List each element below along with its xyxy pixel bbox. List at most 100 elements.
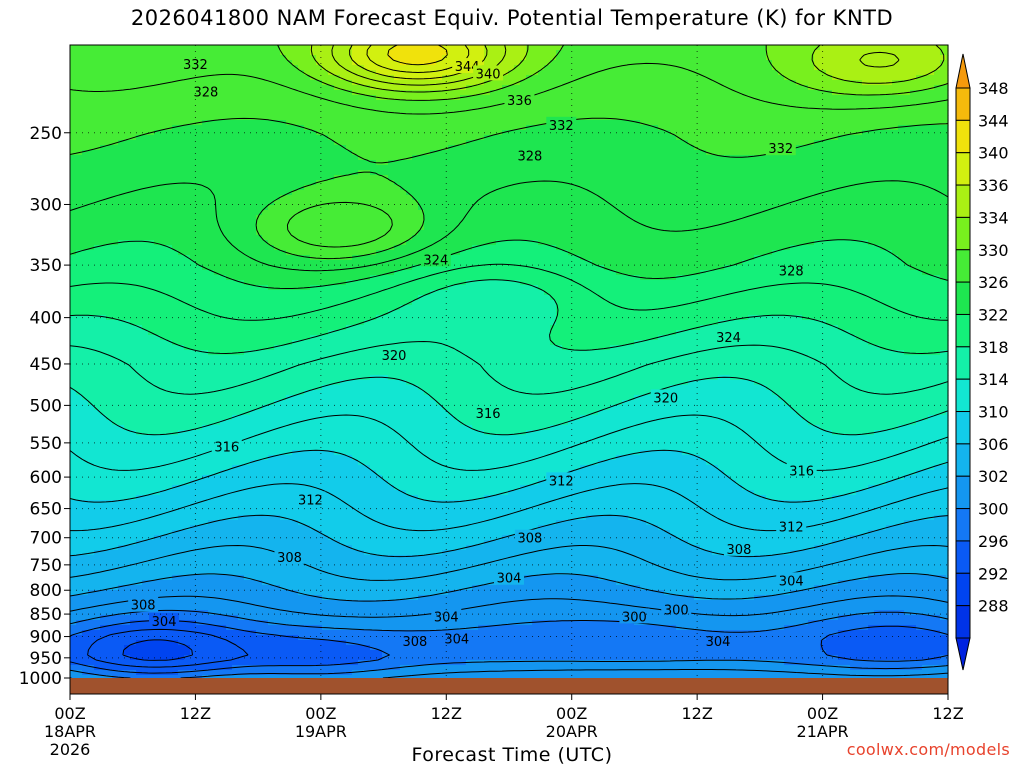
field-cell — [778, 185, 785, 191]
field-cell — [640, 135, 647, 141]
field-cell — [88, 190, 95, 196]
field-cell — [568, 190, 575, 196]
field-cell — [772, 80, 779, 86]
field-cell — [922, 125, 929, 131]
field-cell — [274, 125, 281, 131]
field-cell — [382, 70, 389, 76]
field-cell — [436, 165, 443, 171]
field-cell — [712, 115, 719, 121]
field-cell — [418, 55, 425, 61]
field-cell — [202, 140, 209, 146]
field-cell — [868, 185, 875, 191]
field-cell — [286, 155, 293, 161]
field-cell — [766, 170, 773, 176]
field-cell — [862, 210, 869, 216]
field-cell — [874, 175, 881, 181]
field-cell — [286, 105, 293, 111]
field-cell — [760, 90, 767, 96]
field-cell — [724, 80, 731, 86]
field-cell — [892, 135, 899, 141]
field-cell — [724, 170, 731, 176]
field-cell — [478, 150, 485, 156]
field-cell — [244, 55, 251, 61]
field-cell — [214, 155, 221, 161]
field-cell — [190, 175, 197, 181]
field-cell — [946, 115, 949, 121]
field-cell — [838, 115, 845, 121]
field-cell — [118, 175, 125, 181]
field-cell — [790, 165, 797, 171]
field-cell — [226, 190, 233, 196]
field-cell — [904, 70, 911, 76]
field-cell — [622, 145, 629, 151]
field-cell — [448, 135, 455, 141]
field-cell — [340, 185, 347, 191]
field-cell — [682, 100, 689, 106]
field-cell — [436, 70, 443, 76]
field-cell — [148, 70, 155, 76]
field-cell — [886, 145, 893, 151]
field-cell — [460, 200, 467, 206]
field-cell — [88, 170, 95, 176]
field-cell — [616, 105, 623, 111]
field-cell — [718, 155, 725, 161]
field-cell — [916, 175, 923, 181]
field-cell — [556, 65, 563, 71]
field-cell — [676, 60, 683, 66]
field-cell — [262, 130, 269, 136]
field-cell — [226, 165, 233, 171]
field-cell — [76, 90, 83, 96]
field-cell — [226, 75, 233, 81]
field-cell — [826, 170, 833, 176]
field-cell — [844, 180, 851, 186]
field-cell — [424, 190, 431, 196]
field-cell — [538, 125, 545, 131]
field-cell — [910, 190, 917, 196]
field-cell — [244, 200, 251, 206]
field-cell — [268, 85, 275, 91]
field-cell — [700, 125, 707, 131]
field-cell — [730, 110, 737, 116]
field-cell — [214, 125, 221, 131]
field-cell — [178, 210, 185, 216]
field-cell — [544, 85, 551, 91]
field-cell — [226, 100, 233, 106]
field-cell — [352, 160, 359, 166]
field-cell — [496, 210, 503, 216]
field-cell — [262, 105, 269, 111]
field-cell — [640, 115, 647, 121]
field-cell — [328, 105, 335, 111]
field-cell — [694, 160, 701, 166]
field-cell — [844, 160, 851, 166]
field-cell — [208, 60, 215, 66]
field-cell — [808, 150, 815, 156]
field-cell — [310, 50, 317, 56]
field-cell — [274, 190, 281, 196]
field-cell — [508, 170, 515, 176]
field-cell — [196, 70, 203, 76]
field-cell — [676, 50, 683, 56]
field-cell — [100, 210, 107, 216]
field-cell — [850, 60, 857, 66]
field-cell — [568, 65, 575, 71]
field-cell — [670, 50, 677, 56]
field-cell — [136, 80, 143, 86]
field-cell — [154, 120, 161, 126]
field-cell — [610, 50, 617, 56]
field-cell — [814, 180, 821, 186]
field-cell — [142, 50, 149, 56]
field-cell — [148, 60, 155, 66]
field-cell — [844, 75, 851, 81]
field-cell — [598, 95, 605, 101]
field-cell — [400, 185, 407, 191]
field-cell — [580, 100, 587, 106]
field-cell — [202, 120, 209, 126]
field-cell — [316, 160, 323, 166]
field-cell — [802, 155, 809, 161]
field-cell — [370, 165, 377, 171]
field-cell — [190, 195, 197, 201]
field-cell — [280, 205, 287, 211]
field-cell — [304, 210, 311, 216]
field-cell — [208, 55, 215, 61]
field-cell — [730, 85, 737, 91]
